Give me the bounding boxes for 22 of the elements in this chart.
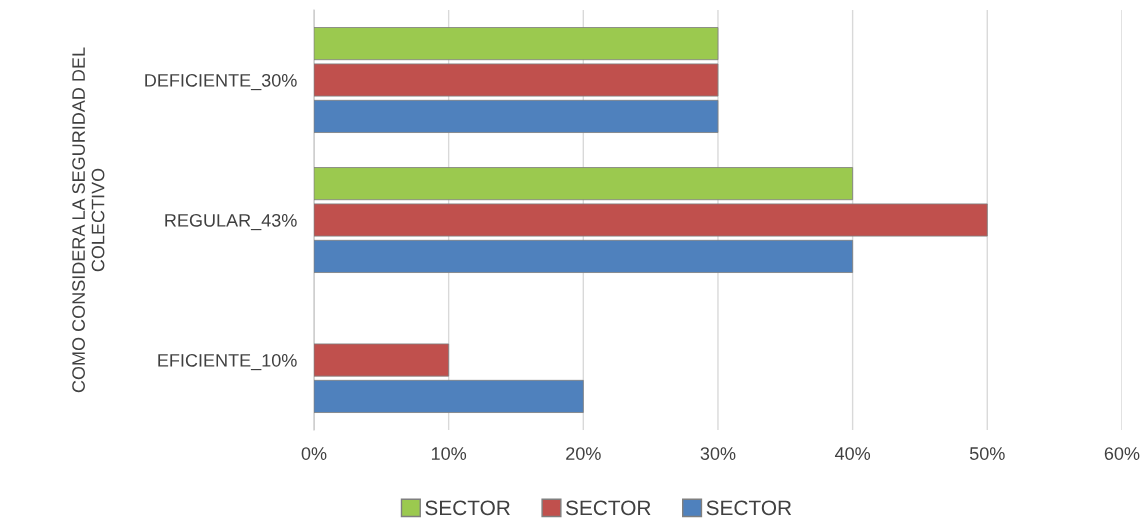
legend-label: SECTOR bbox=[565, 500, 651, 516]
x-tick-label: 10% bbox=[431, 447, 467, 460]
x-tick-label: 40% bbox=[834, 447, 871, 460]
x-tick-label: 60% bbox=[1104, 447, 1140, 460]
bar bbox=[314, 167, 854, 201]
bar bbox=[314, 239, 854, 273]
y-tick-label: EFICIENTE_10% bbox=[158, 353, 297, 371]
bar bbox=[314, 63, 719, 97]
x-tick-label: 30% bbox=[700, 447, 736, 460]
x-tick-label: 50% bbox=[969, 447, 1005, 460]
y-tick-label: REGULAR_43% bbox=[165, 213, 297, 231]
y-tick-label: DEFICIENTE_30% bbox=[145, 73, 297, 91]
bar bbox=[314, 379, 584, 413]
legend-label: SECTOR bbox=[706, 500, 792, 516]
bar bbox=[314, 99, 719, 133]
legend-label: SECTOR bbox=[425, 500, 510, 516]
x-tick-label: 0% bbox=[301, 447, 327, 460]
x-tick-label: 20% bbox=[566, 447, 601, 460]
bar bbox=[314, 343, 450, 377]
bar bbox=[314, 203, 988, 237]
bar bbox=[314, 27, 719, 61]
y-axis-title: COMO CONSIDERA LA SEGURIDAD DEL COLECTIVO bbox=[72, 47, 105, 393]
